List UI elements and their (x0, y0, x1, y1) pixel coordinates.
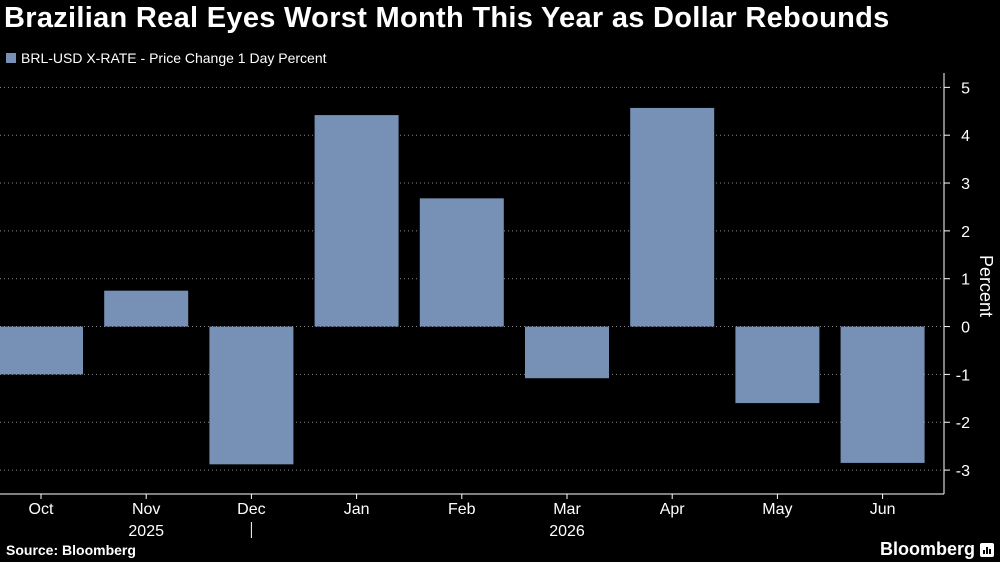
x-tick-label: Apr (660, 501, 686, 518)
x-tick-label: Dec (237, 501, 265, 518)
bloomberg-terminal-icon (980, 542, 994, 557)
bar (209, 326, 294, 465)
bar (104, 290, 189, 327)
bar (630, 107, 715, 327)
x-tick-label: Oct (29, 501, 54, 518)
bar (735, 326, 820, 404)
y-tick-label: 5 (961, 80, 970, 97)
brand-name: Bloomberg (879, 539, 975, 559)
legend-swatch (6, 53, 16, 63)
bar (840, 326, 925, 463)
x-tick-label: Feb (448, 501, 476, 518)
y-tick-label: -3 (956, 463, 970, 480)
bar (0, 326, 83, 375)
y-tick-label: 1 (961, 272, 970, 289)
bar (314, 115, 399, 327)
y-tick-label: 3 (961, 176, 970, 193)
year-label: 2025 (128, 523, 164, 540)
x-tick-label: Jun (870, 501, 896, 518)
chart-title: Brazilian Real Eyes Worst Month This Yea… (4, 2, 890, 34)
x-tick-label: Jan (344, 501, 370, 518)
y-tick-label: -2 (956, 415, 970, 432)
x-tick-label: Mar (553, 501, 581, 518)
year-label: 2026 (549, 523, 585, 540)
bar (419, 198, 504, 327)
y-tick-label: 4 (961, 128, 970, 145)
legend: BRL-USD X-RATE - Price Change 1 Day Perc… (6, 50, 327, 66)
y-tick-label: -1 (956, 367, 970, 384)
legend-label: BRL-USD X-RATE - Price Change 1 Day Perc… (21, 50, 327, 66)
bar (525, 326, 609, 379)
x-tick-label: May (762, 501, 792, 518)
source-note: Source: Bloomberg (6, 542, 136, 558)
x-tick-label: Nov (132, 501, 160, 518)
y-axis-title: Percent (976, 255, 996, 317)
y-tick-label: 0 (961, 320, 970, 337)
brand-logo: Bloomberg (880, 539, 994, 560)
y-tick-label: 2 (961, 224, 970, 241)
